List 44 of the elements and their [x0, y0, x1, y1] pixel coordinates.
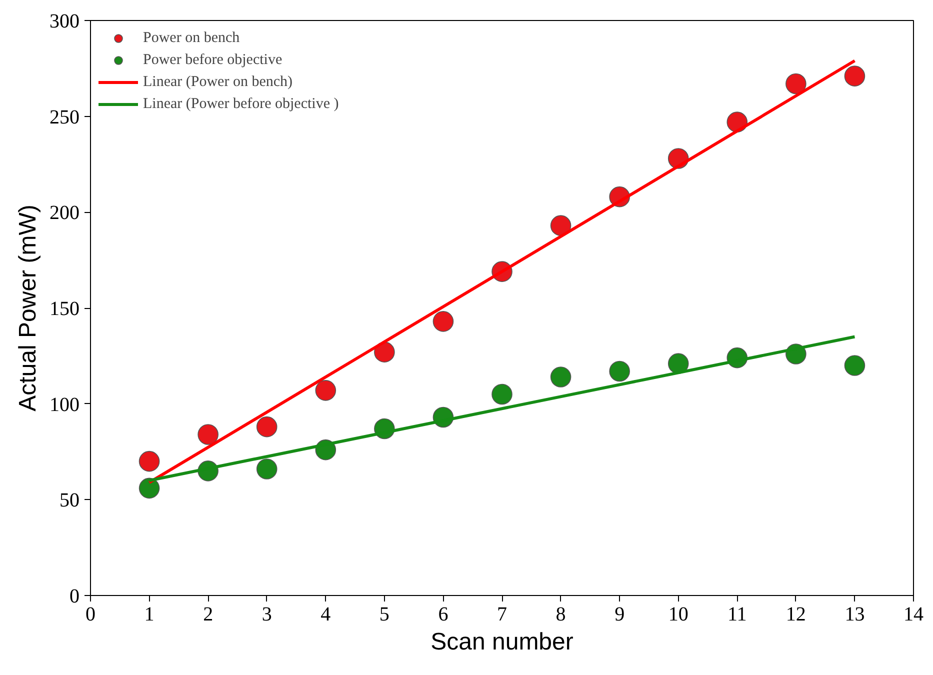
point — [844, 66, 866, 86]
x-tick-label: 0 — [86, 604, 96, 626]
x-tick-label: 5 — [379, 604, 390, 626]
point — [432, 311, 454, 332]
legend-label: Linear (Power on bench) — [143, 74, 293, 90]
legend-label: Linear (Power before objective ) — [143, 96, 339, 112]
x-axis-title: Scan number — [430, 628, 574, 656]
x-tick-label: 3 — [262, 604, 272, 626]
point — [374, 342, 395, 362]
x-tick-label: 8 — [556, 604, 566, 626]
legend-label: Power before objective — [143, 52, 282, 68]
legend-label: Power on bench — [143, 30, 240, 46]
x-tick-label: 12 — [786, 604, 806, 626]
x-tick-label: 2 — [203, 604, 214, 626]
y-tick-label: 100 — [50, 394, 80, 416]
y-tick-label: 300 — [50, 10, 80, 32]
y-tick-label: 250 — [50, 106, 80, 128]
x-tick-label: 14 — [904, 604, 924, 626]
y-tick-label: 200 — [50, 202, 80, 224]
point — [786, 73, 806, 94]
x-tick-label: 4 — [320, 604, 331, 626]
point — [198, 424, 218, 445]
point — [668, 353, 689, 374]
point — [138, 450, 160, 472]
y-tick-label: 0 — [70, 586, 80, 608]
point — [492, 384, 512, 405]
x-tick-label: 11 — [728, 604, 747, 626]
point — [550, 366, 572, 388]
y-axis-title: Actual Power (mW) — [14, 204, 42, 412]
point — [315, 380, 336, 401]
x-tick-label: 6 — [438, 604, 448, 626]
point — [138, 478, 160, 499]
y-tick-label: 50 — [60, 490, 80, 512]
x-tick-label: 9 — [614, 604, 625, 626]
x-tick-label: 10 — [668, 604, 688, 626]
point — [844, 355, 866, 376]
x-tick-label: 7 — [497, 604, 507, 626]
x-tick-label: 1 — [144, 604, 154, 626]
point — [550, 215, 572, 236]
x-tick-label: 13 — [844, 604, 865, 626]
point — [256, 458, 278, 480]
y-tick-label: 150 — [50, 298, 80, 320]
point — [256, 416, 278, 438]
point — [609, 360, 630, 382]
